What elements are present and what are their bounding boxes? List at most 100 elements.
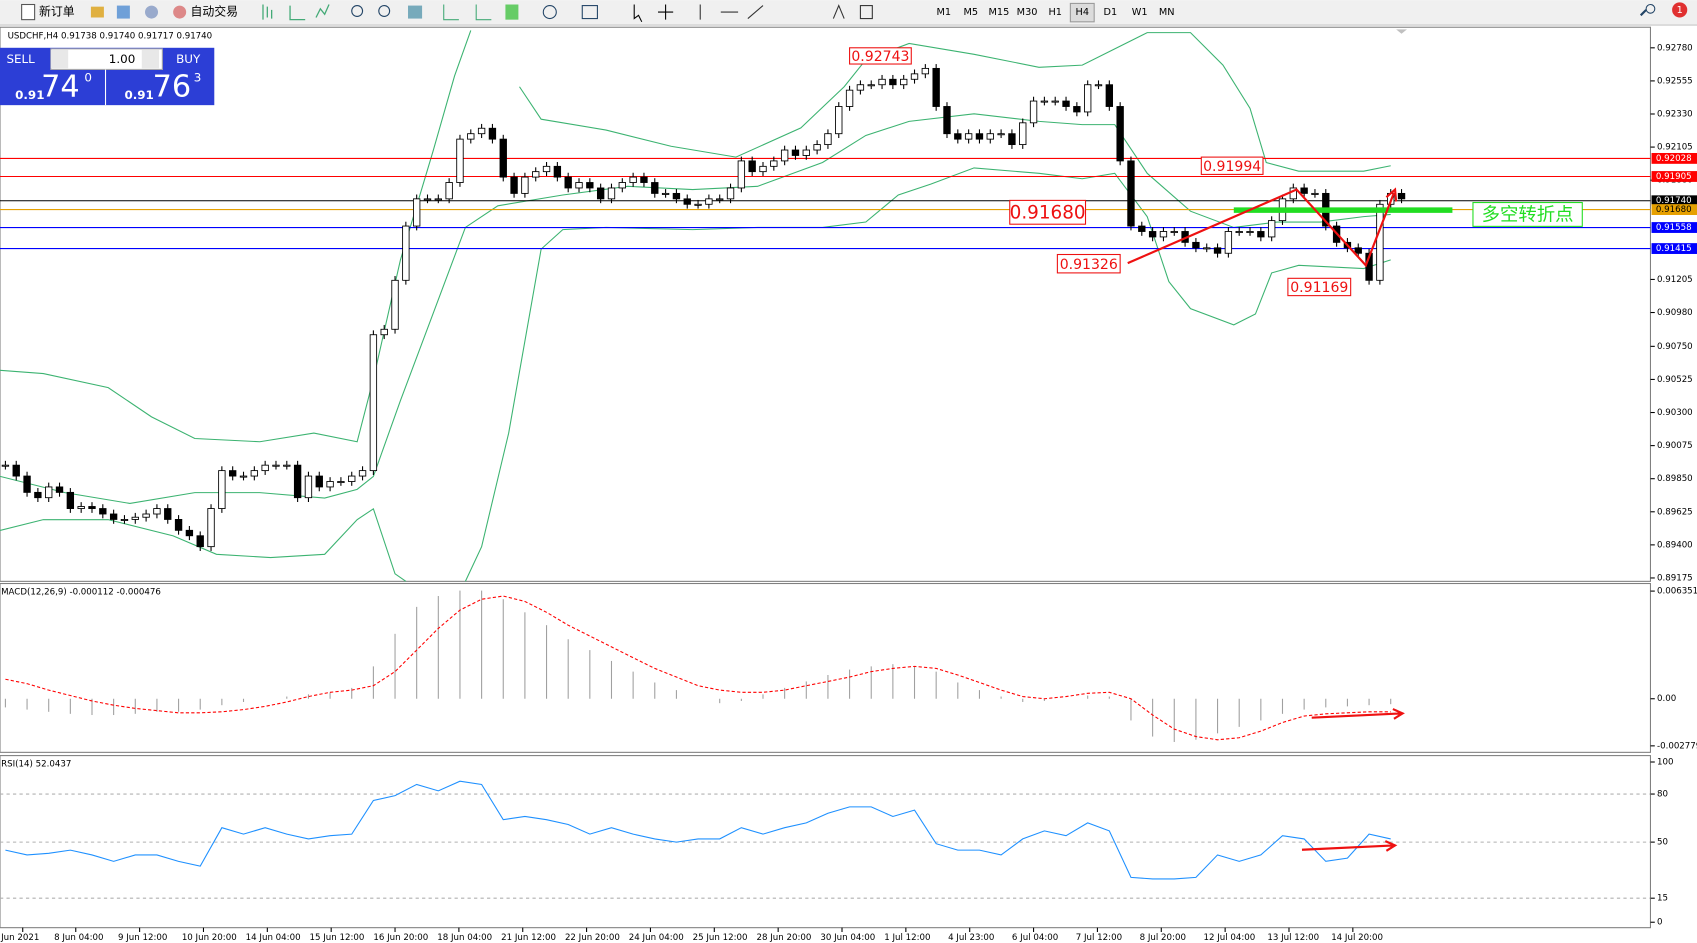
timeframe-button[interactable]: M15	[989, 7, 1010, 18]
candle	[1224, 231, 1233, 254]
candle	[1008, 133, 1016, 146]
y-tick-label: 0.89175	[1657, 573, 1693, 583]
icon[interactable]	[542, 5, 557, 20]
timeframe-button[interactable]: M1	[936, 7, 951, 18]
candle	[261, 464, 269, 472]
lots-value[interactable]: 1.00	[109, 52, 135, 66]
candle	[1094, 84, 1103, 87]
sell-price-big[interactable]: 74	[41, 69, 80, 104]
auto-trade-icon[interactable]	[173, 5, 187, 19]
sell-button[interactable]: SELL	[6, 52, 35, 66]
y-tick-label: 0.89850	[1657, 474, 1693, 484]
candle	[1138, 225, 1146, 232]
chart-title: USDCHF,H4 0.91738 0.91740 0.91717 0.9174…	[8, 31, 213, 41]
search[interactable]	[1639, 9, 1647, 17]
timeframe-button[interactable]: H1	[1048, 7, 1062, 18]
x-tick-label: 1 Jul 12:00	[884, 933, 930, 943]
bb-lower	[464, 167, 1391, 582]
timeframe-button[interactable]: M30	[1017, 7, 1038, 18]
icon[interactable]	[443, 4, 492, 21]
price-label-box	[1651, 171, 1697, 182]
cursor-tool[interactable]	[633, 4, 643, 23]
bb-upper	[519, 32, 1391, 172]
timeframe-button[interactable]: MN	[1159, 7, 1175, 18]
price-label: 0.91680	[1656, 205, 1692, 215]
x-tick-label: 14 Jun 04:00	[246, 933, 301, 943]
candle	[77, 506, 85, 509]
bb-middle	[0, 113, 1391, 504]
candle	[164, 508, 172, 520]
icon[interactable]	[581, 5, 598, 20]
candle	[174, 519, 183, 531]
candle	[586, 182, 594, 189]
candle	[1213, 247, 1222, 254]
candle	[109, 513, 118, 520]
icon[interactable]	[116, 5, 130, 19]
candle	[532, 171, 540, 178]
timeframe-button[interactable]: D1	[1104, 7, 1118, 18]
timeframe-button[interactable]: H4	[1076, 7, 1090, 18]
search[interactable]	[1645, 3, 1656, 14]
new-order-button[interactable]: 新订单	[39, 5, 75, 19]
candle	[661, 192, 670, 195]
candle	[1170, 231, 1178, 234]
candle	[575, 182, 583, 189]
bb-lower	[0, 507, 407, 582]
candle	[1300, 187, 1308, 194]
buy-price-big[interactable]: 76	[153, 69, 192, 104]
x-tick-label: 7 Jul 12:00	[1076, 933, 1122, 943]
candle	[802, 149, 810, 156]
icon[interactable]	[262, 4, 273, 20]
candle	[434, 198, 442, 201]
candle	[910, 73, 919, 80]
rsi-line	[5, 780, 1391, 880]
draw-tools[interactable]	[699, 4, 764, 20]
candle	[824, 133, 832, 146]
y-tick-label: 0.92330	[1657, 109, 1693, 119]
candle	[986, 133, 994, 140]
crosshair-tool[interactable]	[658, 4, 674, 20]
y-tick-label: 0.00	[1657, 694, 1676, 704]
new-order-icon[interactable]	[21, 3, 36, 21]
icon[interactable]	[145, 5, 159, 19]
icon[interactable]	[505, 4, 519, 20]
annotation: 0.91326	[1060, 257, 1118, 273]
toolbar	[0, 0, 1697, 26]
x-tick-label: 4 Jul 23:00	[948, 933, 994, 943]
text-tool[interactable]	[832, 4, 845, 19]
lots-up[interactable]	[141, 49, 160, 69]
icon[interactable]	[408, 5, 423, 19]
candle	[283, 464, 291, 467]
timeframe-button[interactable]: W1	[1132, 7, 1148, 18]
candle	[412, 198, 421, 227]
candle	[326, 481, 334, 488]
candle	[218, 470, 226, 509]
candle	[791, 149, 800, 156]
candle	[1267, 220, 1276, 238]
zoom-out[interactable]	[378, 5, 391, 17]
candle	[229, 470, 237, 477]
candle	[131, 516, 139, 520]
notification-badge[interactable]	[1672, 2, 1688, 18]
icon[interactable]	[90, 6, 104, 18]
candle	[142, 513, 150, 518]
label-tool[interactable]	[859, 5, 873, 20]
candle	[629, 176, 637, 183]
buy-button[interactable]: BUY	[176, 52, 201, 66]
icon[interactable]	[315, 4, 330, 18]
auto-trade-button[interactable]: 自动交易	[190, 5, 238, 19]
icon[interactable]	[289, 5, 306, 21]
candle	[88, 506, 96, 509]
zoom-in[interactable]	[351, 5, 364, 17]
annotation-box	[1287, 277, 1352, 297]
candle	[315, 475, 323, 488]
lots-down[interactable]	[50, 49, 69, 69]
annotation-box	[1009, 199, 1087, 225]
candle	[1257, 231, 1265, 238]
candle	[964, 133, 973, 140]
timeframe-button[interactable]: M5	[963, 7, 978, 18]
timeframe-active	[1069, 2, 1095, 23]
bollinger-bands	[0, 30, 1391, 582]
candle	[1148, 231, 1157, 238]
